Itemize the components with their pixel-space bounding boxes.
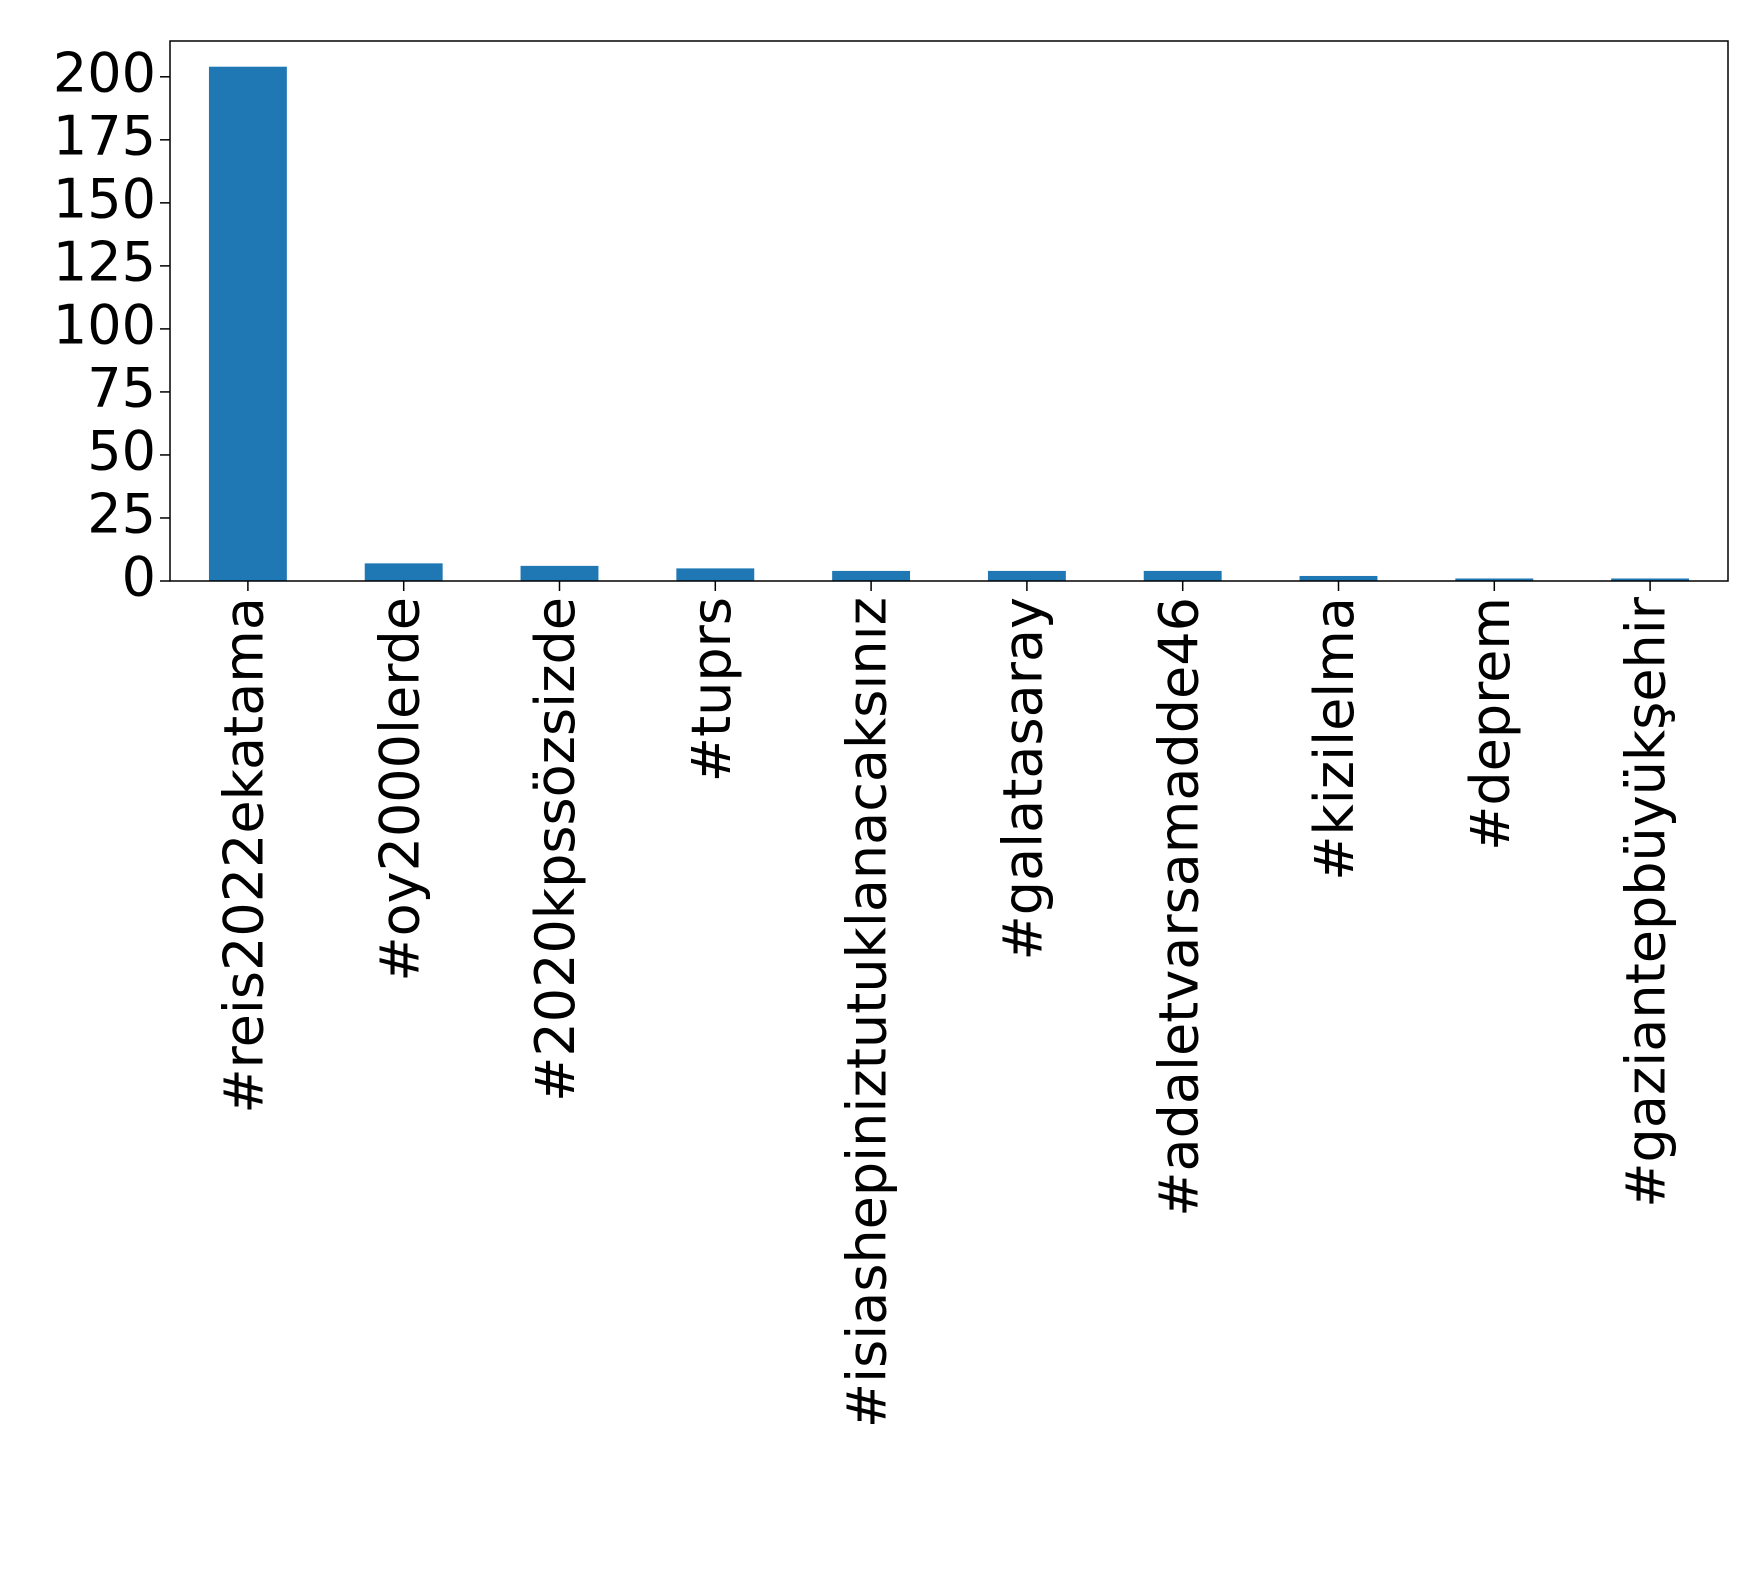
bar — [520, 565, 599, 581]
y-tick-label: 50 — [87, 420, 156, 483]
plot-frame — [169, 40, 1729, 582]
bar — [1143, 570, 1222, 581]
y-tick-label: 0 — [122, 546, 156, 609]
y-tick-label: 25 — [87, 483, 156, 546]
x-tick-label: #kizilelma — [1303, 597, 1366, 881]
x-tick-label: #adaletvarsamadde46 — [1147, 597, 1210, 1217]
x-tick-label: #tuprs — [680, 597, 743, 782]
x-tick-label: #reis2022ekatama — [213, 597, 276, 1114]
bar — [208, 66, 287, 581]
bar — [832, 570, 911, 581]
y-tick-label: 200 — [53, 41, 156, 104]
x-tick-label: #gaziantepbüyükşehir — [1615, 596, 1678, 1207]
x-tick-label: #galatasaray — [992, 597, 1055, 960]
bar — [676, 568, 755, 581]
x-tick-label: #2020kpssözsizde — [524, 597, 587, 1102]
y-tick-label: 75 — [87, 357, 156, 420]
bar — [1611, 578, 1690, 581]
y-tick-label: 100 — [53, 294, 156, 357]
bar — [987, 570, 1066, 581]
y-tick-label: 125 — [53, 231, 156, 294]
bar — [1299, 575, 1378, 581]
x-tick-label: #isiashepiniztutuklanacaksınız — [836, 597, 899, 1428]
y-tick-label: 150 — [53, 167, 156, 230]
x-tick-label: #oy2000lerde — [368, 597, 431, 982]
bar — [1455, 578, 1534, 581]
bar — [364, 563, 443, 581]
x-tick-label: #deprem — [1459, 597, 1522, 851]
y-tick-label: 175 — [53, 104, 156, 167]
